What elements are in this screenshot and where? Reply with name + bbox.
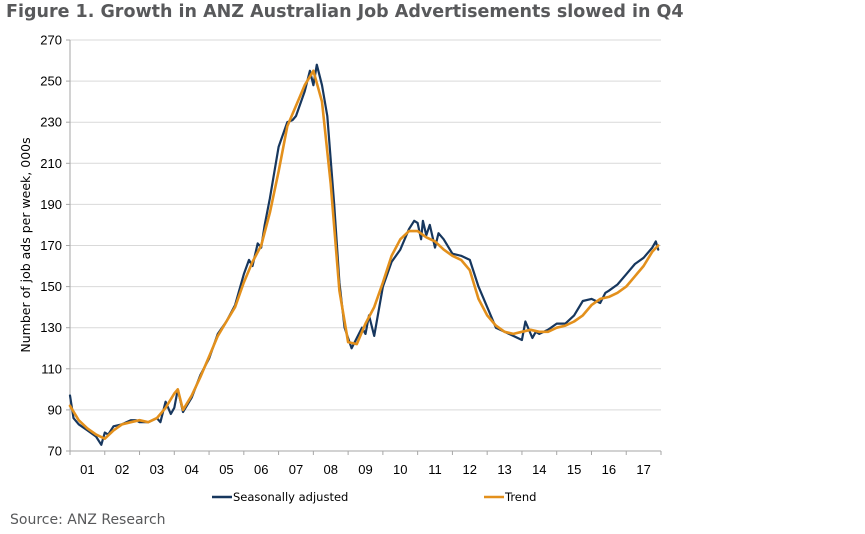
- y-tick-label: 110: [41, 361, 62, 376]
- x-tick-label: 05: [219, 462, 233, 477]
- x-tick-label: 14: [532, 462, 546, 477]
- x-tick-labels: 01 02 03 04 05 06 07 08 09 10 11 12 13 14 15 16 17: [80, 462, 651, 477]
- y-tick-label: 230: [40, 115, 62, 130]
- x-tick-label: 13: [497, 462, 511, 477]
- legend: Seasonally adjusted Trend: [212, 490, 536, 504]
- y-tick-label: 270: [40, 33, 62, 48]
- source-note: Source: ANZ Research: [10, 512, 166, 528]
- x-tick-label: 09: [358, 462, 372, 477]
- y-tick-label: 130: [40, 320, 62, 335]
- x-tick-label: 11: [428, 462, 442, 477]
- x-tick-label: 06: [254, 462, 268, 477]
- y-tick-label: 170: [40, 238, 62, 253]
- x-tick-label: 03: [150, 462, 164, 477]
- x-tick-label: 10: [393, 462, 407, 477]
- x-tick-label: 04: [184, 462, 198, 477]
- y-tick-label: 210: [40, 156, 62, 171]
- x-tick-label: 01: [80, 462, 94, 477]
- y-tick-label: 190: [40, 197, 62, 212]
- y-tick-label: 90: [48, 402, 62, 417]
- series-line-trend: [68, 69, 660, 441]
- grid-lines: [70, 39, 661, 411]
- legend-label-trend: Trend: [504, 490, 536, 504]
- x-tick-label: 07: [289, 462, 303, 477]
- x-tick-label: 16: [602, 462, 616, 477]
- x-tick-label: 08: [324, 462, 338, 477]
- x-tick-label: 12: [463, 462, 477, 477]
- y-tick-label: 150: [40, 279, 62, 294]
- series-lines: [68, 63, 660, 446]
- legend-label-seasonally-adjusted: Seasonally adjusted: [233, 490, 348, 504]
- x-tick-label: 17: [636, 462, 650, 477]
- y-tick-label: 70: [48, 444, 62, 459]
- axes: [66, 39, 662, 455]
- chart-title: Figure 1. Growth in ANZ Australian Job A…: [6, 2, 684, 22]
- y-axis-title: Number of job ads per week, 000s: [18, 137, 33, 352]
- y-tick-label: 250: [40, 74, 62, 89]
- x-tick-label: 15: [567, 462, 581, 477]
- y-tick-labels: 70 90 110 130 150 170 190 210 230 250 270: [40, 33, 62, 459]
- x-tick-label: 02: [115, 462, 129, 477]
